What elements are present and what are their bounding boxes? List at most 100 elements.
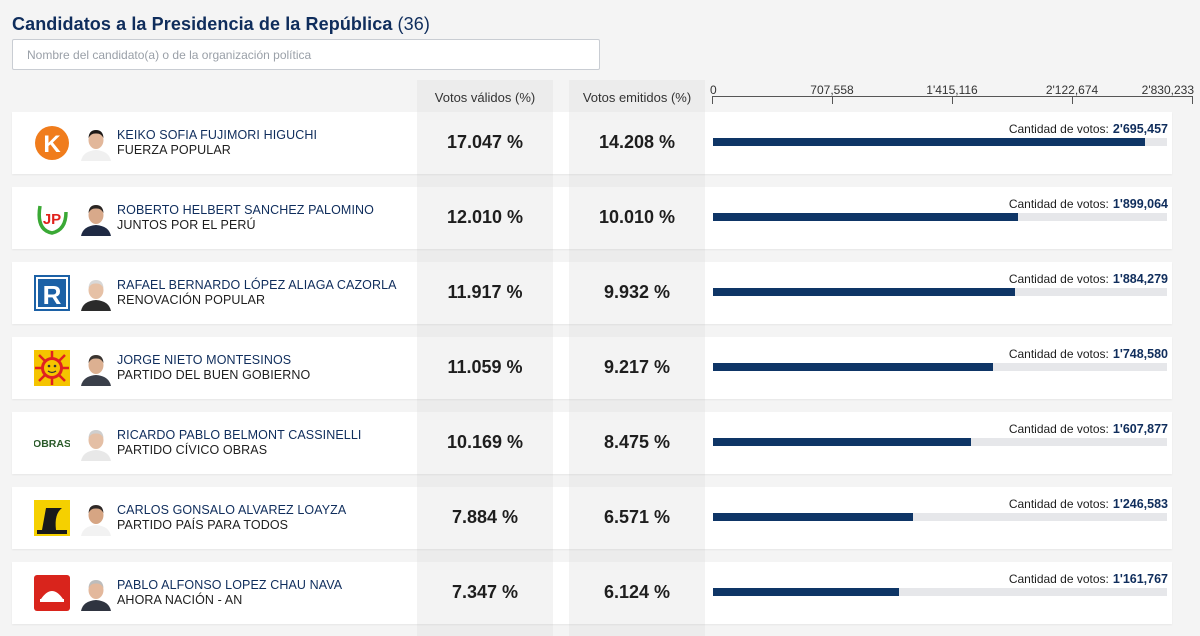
candidate-photo (79, 200, 113, 236)
candidate-row[interactable]: PABLO ALFONSO LOPEZ CHAU NAVA AHORA NACIÓ… (12, 562, 1172, 624)
emitted-votes-cell (569, 487, 705, 549)
emitted-votes-percent: 10.010 % (598, 207, 676, 227)
valid-votes-cell (417, 562, 553, 624)
emitted-votes-cell (569, 562, 705, 624)
party-name: PARTIDO CÍVICO OBRAS (117, 443, 268, 457)
axis-tick (952, 96, 953, 104)
emitted-votes-cell (569, 412, 705, 474)
votes-count-caption: Cantidad de votos: (1008, 422, 1109, 436)
svg-text:K: K (43, 131, 61, 158)
votes-count-label: Cantidad de votos: 1'884,279 (1009, 272, 1168, 286)
valid-votes-percent: 11.917 % (447, 282, 523, 302)
page-title-text: Candidatos a la Presidencia de la Repúbl… (12, 14, 393, 34)
candidate-row[interactable]: R RAFAEL BERNARDO LÓPEZ ALIAGA CAZORLA REN… (12, 262, 1172, 324)
votes-bar-track (713, 363, 1167, 371)
candidate-row[interactable]: CARLOS GONSALO ALVAREZ LOAYZA PARTIDO PAÍ… (12, 487, 1172, 549)
valid-votes-cell (417, 337, 553, 399)
svg-text:JP: JP (43, 211, 61, 228)
fuerza-popular-logo-icon: K (34, 125, 70, 161)
candidate-photo (79, 350, 113, 386)
candidate-name[interactable]: PABLO ALFONSO LOPEZ CHAU NAVA (117, 578, 343, 592)
emitted-votes-percent: 9.217 % (603, 357, 671, 377)
votes-count-label: Cantidad de votos: 1'246,583 (1009, 497, 1168, 511)
candidate-row[interactable]: K KEIKO SOFIA FUJIMORI HIGUCHI FUERZA POPU… (12, 112, 1172, 174)
candidate-name[interactable]: KEIKO SOFIA FUJIMORI HIGUCHI (117, 128, 318, 142)
candidate-photo (79, 125, 113, 161)
valid-votes-header[interactable]: Votos válidos (%) (434, 90, 536, 105)
valid-votes-percent: 12.010 % (446, 207, 524, 227)
votes-count-value: 2'695,457 (1112, 122, 1168, 136)
votes-bar-fill (713, 363, 993, 371)
votes-count-caption: Cantidad de votos: (1008, 197, 1109, 211)
candidate-name[interactable]: JORGE NIETO MONTESINOS (117, 353, 292, 367)
votes-bar-track (713, 513, 1167, 521)
votes-count-label: Cantidad de votos: 1'899,064 (1009, 197, 1168, 211)
emitted-votes-cell (569, 337, 705, 399)
votes-bar-fill (713, 438, 971, 446)
emitted-votes-percent: 14.208 % (598, 132, 676, 152)
renovacion-popular-logo-icon: R (34, 275, 70, 311)
candidate-row[interactable]: JORGE NIETO MONTESINOS PARTIDO DEL BUEN G… (12, 337, 1172, 399)
valid-votes-cell (417, 412, 553, 474)
page-title: Candidatos a la Presidencia de la Repúbl… (12, 14, 430, 35)
party-name: PARTIDO PAÍS PARA TODOS (117, 518, 289, 532)
valid-votes-percent: 7.347 % (451, 582, 519, 602)
party-name: RENOVACIÓN POPULAR (117, 293, 266, 307)
votes-bar-track (713, 438, 1167, 446)
axis-tick (832, 96, 833, 104)
votes-count-value: 1'748,580 (1112, 347, 1168, 361)
votes-count-caption: Cantidad de votos: (1008, 572, 1109, 586)
votes-bar-fill (713, 213, 1018, 221)
votes-bar-fill (713, 138, 1145, 146)
votes-count-value: 1'899,064 (1112, 197, 1168, 211)
votes-count-value: 1'161,767 (1112, 572, 1168, 586)
valid-votes-percent: 7.884 % (451, 507, 519, 527)
votes-count-label: Cantidad de votos: 1'748,580 (1009, 347, 1168, 361)
votes-count-label: Cantidad de votos: 1'161,767 (1009, 572, 1168, 586)
axis-tick-label: 707,558 (810, 83, 854, 97)
ahora-nacion-logo-icon (34, 575, 70, 611)
obras-logo-icon: OBRAS (33, 425, 71, 461)
emitted-votes-cell (569, 262, 705, 324)
axis-tick (1192, 96, 1193, 104)
valid-votes-cell (417, 187, 553, 249)
votes-axis: 0 707,558 1'415,116 2'122,674 2'830,233 (706, 80, 1200, 110)
candidate-row[interactable]: OBRAS RICARDO PABLO BELMONT CASSINELLI PAR… (12, 412, 1172, 474)
emitted-votes-cell (569, 112, 705, 174)
candidate-photo (79, 500, 113, 536)
votes-bar-track (713, 588, 1167, 596)
candidate-photo (79, 275, 113, 311)
candidate-name[interactable]: ROBERTO HELBERT SANCHEZ PALOMINO (117, 203, 374, 217)
votes-count-label: Cantidad de votos: 1'607,877 (1009, 422, 1168, 436)
candidate-photo (79, 425, 113, 461)
candidate-photo (79, 575, 113, 611)
axis-tick-label: 1'415,116 (926, 83, 978, 97)
candidate-name[interactable]: CARLOS GONSALO ALVAREZ LOAYZA (117, 503, 347, 517)
valid-votes-percent: 17.047 % (446, 132, 524, 152)
axis-tick-label: 2'830,233 (1141, 83, 1194, 97)
valid-votes-cell (417, 487, 553, 549)
emitted-votes-percent: 6.124 % (603, 582, 671, 602)
candidate-name[interactable]: RICARDO PABLO BELMONT CASSINELLI (117, 428, 362, 442)
emitted-votes-percent: 6.571 % (603, 507, 671, 527)
votes-count-caption: Cantidad de votos: (1008, 272, 1109, 286)
valid-votes-percent: 10.169 % (446, 432, 524, 452)
votes-count-caption: Cantidad de votos: (1008, 497, 1109, 511)
emitted-votes-percent: 8.475 % (603, 432, 671, 452)
candidate-count: (36) (397, 14, 430, 34)
emitted-votes-header[interactable]: Votos emitidos (%) (582, 90, 692, 105)
candidate-name[interactable]: RAFAEL BERNARDO LÓPEZ ALIAGA CAZORLA (117, 278, 397, 292)
valid-votes-cell (417, 112, 553, 174)
axis-tick (712, 96, 713, 104)
axis-tick (1072, 96, 1073, 104)
votes-count-caption: Cantidad de votos: (1008, 347, 1109, 361)
party-name: JUNTOS POR EL PERÚ (117, 218, 256, 232)
pais-para-todos-logo-icon (34, 500, 70, 536)
party-name: PARTIDO DEL BUEN GOBIERNO (117, 368, 311, 382)
candidate-row[interactable]: JP ROBERTO HELBERT SANCHEZ PALOMINO JUNTOS… (12, 187, 1172, 249)
search-input[interactable] (12, 39, 600, 70)
axis-tick-label: 2'122,674 (1045, 83, 1099, 97)
emitted-votes-percent: 9.932 % (603, 282, 671, 302)
votes-count-value: 1'246,583 (1112, 497, 1168, 511)
obras-logo-text: OBRAS (34, 438, 70, 450)
